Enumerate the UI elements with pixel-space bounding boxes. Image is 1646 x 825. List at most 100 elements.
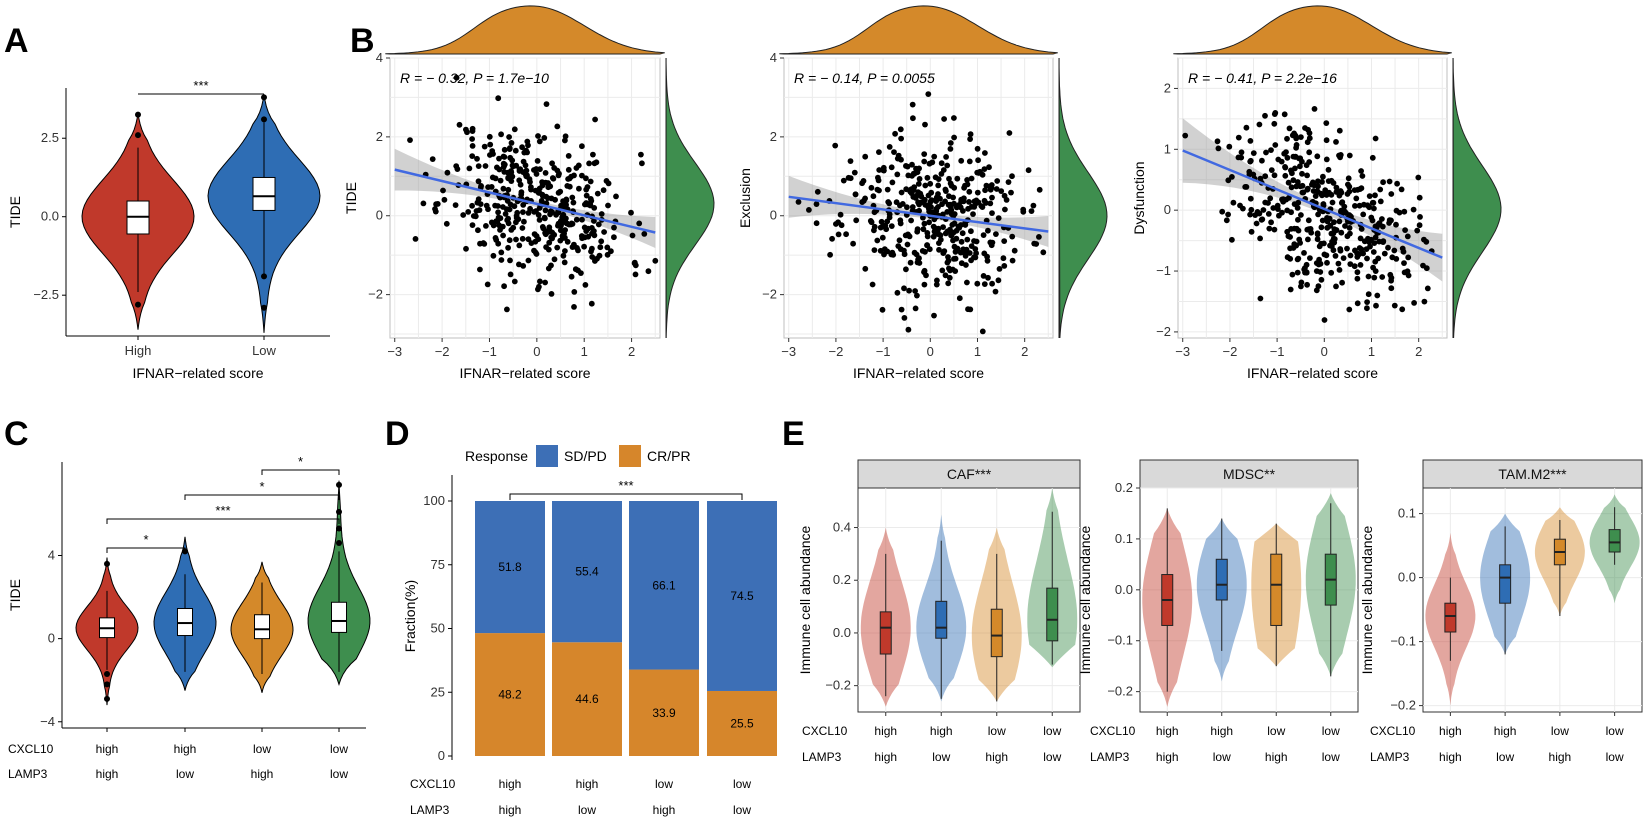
b2-scatter-point	[904, 204, 910, 211]
b2-scatter-point	[949, 221, 956, 228]
b3-scatter-point	[1338, 229, 1345, 236]
e2-ytick-label: 0.2	[1115, 480, 1133, 495]
b3-scatter-point	[1304, 186, 1311, 193]
b1-scatter-point	[592, 258, 598, 264]
e1-ytick-label: −0.2	[825, 678, 851, 693]
b2-scatter-point	[966, 158, 973, 165]
b3-scatter-point	[1365, 273, 1372, 280]
e3-ylabel: Immune cell abundance	[1359, 525, 1375, 674]
panel-label-b: B	[350, 22, 375, 60]
b1-scatter-point	[485, 184, 491, 191]
b3-scatter-point	[1337, 188, 1344, 194]
b3-scatter-point	[1340, 255, 1347, 261]
b1-scatter-point	[579, 172, 585, 179]
b2-scatter-point	[940, 224, 946, 231]
b2-scatter-point	[924, 230, 931, 236]
b3-scatter-point	[1373, 302, 1379, 309]
b1-scatter-point	[613, 193, 619, 200]
b3-scatter-point	[1256, 210, 1263, 217]
b3-scatter-point	[1247, 158, 1254, 165]
b3-scatter-point	[1354, 254, 1361, 260]
b3-scatter-point	[1339, 279, 1345, 286]
b1-scatter-point	[469, 136, 475, 142]
b1-y-density	[665, 57, 715, 339]
b3-scatter-point	[1360, 250, 1366, 257]
b1-scatter-point	[500, 153, 507, 160]
e1-ytick-label: 0.2	[833, 572, 851, 587]
b2-scatter-point	[947, 146, 954, 152]
b3-x-density	[1173, 5, 1452, 55]
b3-scatter-point	[1344, 191, 1351, 197]
e1-row-value: high	[874, 724, 897, 738]
b3-scatter-point	[1388, 277, 1394, 284]
b1-scatter-point	[452, 202, 459, 209]
b1-scatter-point	[478, 183, 484, 189]
b1-scatter-point	[561, 230, 567, 237]
c-ylabel: TIDE	[7, 579, 23, 611]
b3-ytick-label: 1	[1164, 141, 1171, 156]
b2-scatter-point	[951, 134, 957, 141]
b3-plot-area	[1177, 57, 1448, 339]
b1-scatter-point	[456, 121, 463, 128]
b2-scatter-point	[1030, 202, 1037, 209]
d-ytick-label: 50	[431, 621, 445, 636]
d-row-value: high	[499, 777, 522, 791]
b1-scatter-point	[506, 134, 512, 140]
b1-scatter-point	[492, 175, 499, 182]
b3-xtick-label: −2	[1222, 344, 1237, 359]
b1-scatter-point	[568, 273, 575, 280]
b2-scatter-point	[993, 231, 999, 238]
b3-scatter-point	[1313, 260, 1320, 266]
d-value-sdpd: 66.1	[652, 578, 676, 592]
b1-scatter-point	[465, 209, 472, 215]
b2-scatter-point	[924, 174, 931, 181]
e1-row-value: high	[930, 724, 953, 738]
b1-scatter-point	[579, 143, 585, 150]
b3-scatter-point	[1343, 210, 1349, 216]
b1-scatter-point	[469, 128, 476, 135]
b3-scatter-point	[1287, 286, 1294, 293]
b2-scatter-point	[1005, 179, 1012, 186]
b3-scatter-point	[1345, 181, 1351, 188]
b3-scatter-point	[1415, 174, 1422, 181]
b2-scatter-point	[995, 215, 1002, 222]
b3-scatter-point	[1290, 177, 1297, 184]
b3-scatter-point	[1401, 208, 1408, 215]
b1-scatter-point	[573, 216, 580, 223]
b3-scatter-point	[1235, 134, 1242, 141]
d-legend-label-sdpd: SD/PD	[564, 448, 607, 464]
e3-row-label: LAMP3	[1370, 750, 1410, 764]
b3-scatter-point	[1299, 170, 1305, 177]
b2-scatter-point	[795, 199, 802, 205]
b1-scatter-point	[525, 257, 532, 264]
c-outlier-point	[104, 560, 110, 567]
b3-scatter-point	[1294, 179, 1301, 185]
e3-facet-title: TAM.M2***	[1498, 466, 1567, 482]
b1-xtick-label: −3	[387, 344, 402, 359]
b3-scatter-point	[1265, 211, 1272, 217]
b1-scatter-point	[603, 178, 610, 184]
e2-row-value: low	[1213, 750, 1231, 764]
b3-scatter-point	[1371, 274, 1378, 281]
b3-scatter-point	[1297, 163, 1303, 170]
b2-scatter-point	[935, 182, 942, 189]
e1-row-label: LAMP3	[802, 750, 842, 764]
b1-scatter-point	[604, 244, 611, 251]
b2-scatter-point	[943, 154, 949, 160]
b1-scatter-point	[520, 202, 527, 208]
b2-scatter-point	[850, 240, 856, 247]
b1-xtick-label: 0	[533, 344, 540, 359]
b3-scatter-point	[1310, 179, 1316, 186]
b3-scatter-point	[1299, 182, 1306, 189]
b1-scatter-point	[594, 190, 601, 197]
b2-scatter-point	[852, 191, 859, 198]
b3-scatter-point	[1305, 236, 1311, 243]
b1-scatter-point	[565, 153, 572, 159]
b2-scatter-point	[893, 199, 900, 206]
b3-scatter-point	[1388, 191, 1395, 197]
b3-scatter-point	[1286, 194, 1292, 201]
b2-scatter-point	[920, 214, 926, 221]
b1-scatter-point	[525, 210, 532, 216]
d-ytick-label: 100	[423, 493, 445, 508]
b3-scatter-point	[1314, 236, 1321, 243]
